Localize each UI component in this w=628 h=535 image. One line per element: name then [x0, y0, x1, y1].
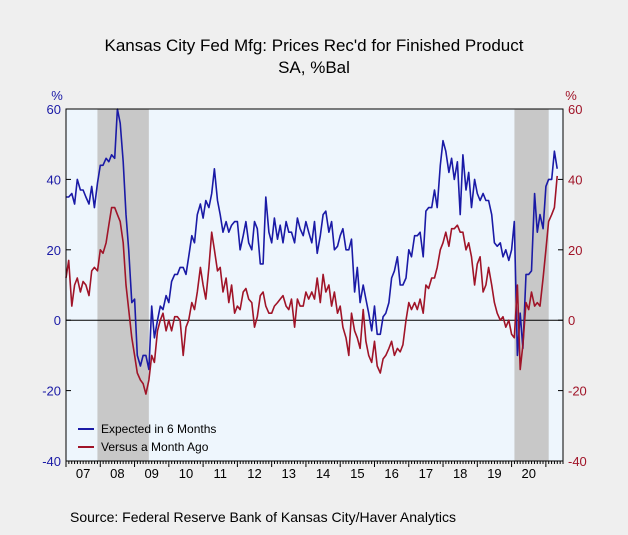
- y-left-tick-label: 0: [54, 313, 61, 328]
- x-tick-label: 15: [350, 466, 364, 481]
- x-tick-label: 10: [179, 466, 193, 481]
- chart-title: Kansas City Fed Mfg: Prices Rec'd for Fi…: [105, 36, 524, 55]
- legend-label-versus: Versus a Month Ago: [101, 440, 209, 454]
- y-right-tick-label: -40: [568, 454, 587, 469]
- x-tick-label: 20: [521, 466, 535, 481]
- x-tick-label: 14: [316, 466, 330, 481]
- x-tick-label: 18: [453, 466, 467, 481]
- y-left-tick-label: 60: [47, 102, 61, 117]
- legend: Expected in 6 Months Versus a Month Ago: [78, 422, 216, 454]
- x-axis: 07 08 09 10 11 12 13 14 15 16 17 18 19 20: [65, 461, 564, 481]
- y-right-tick-label: -20: [568, 384, 587, 399]
- y-axis-left: -40 -20 0 20 40 60: [42, 102, 71, 469]
- x-tick-label: 12: [247, 466, 261, 481]
- y-left-tick-label: -40: [42, 454, 61, 469]
- series-layer: [65, 108, 558, 395]
- y-left-unit: %: [51, 88, 63, 103]
- chart-subtitle: SA, %Bal: [278, 58, 350, 77]
- series-line-versus: [65, 175, 558, 395]
- y-left-tick-label: 20: [47, 243, 61, 258]
- y-right-tick-label: 40: [568, 172, 582, 187]
- y-left-tick-label: -20: [42, 384, 61, 399]
- y-axis-right: -40 -20 0 20 40 60: [558, 102, 587, 469]
- y-right-tick-label: 20: [568, 243, 582, 258]
- x-tick-label: 08: [110, 466, 124, 481]
- x-tick-label: 17: [419, 466, 433, 481]
- x-tick-label: 07: [76, 466, 90, 481]
- y-right-tick-label: 60: [568, 102, 582, 117]
- x-tick-label: 19: [487, 466, 501, 481]
- x-tick-label: 11: [213, 466, 227, 481]
- recession-band-1: [514, 109, 549, 461]
- x-tick-label: 13: [282, 466, 296, 481]
- y-right-tick-label: 0: [568, 313, 575, 328]
- source-note: Source: Federal Reserve Bank of Kansas C…: [70, 509, 456, 525]
- y-right-unit: %: [565, 88, 577, 103]
- legend-label-expected: Expected in 6 Months: [101, 422, 216, 436]
- series-line-expected: [66, 108, 558, 371]
- y-left-tick-label: 40: [47, 172, 61, 187]
- x-tick-label: 16: [384, 466, 398, 481]
- x-tick-label: 09: [144, 466, 158, 481]
